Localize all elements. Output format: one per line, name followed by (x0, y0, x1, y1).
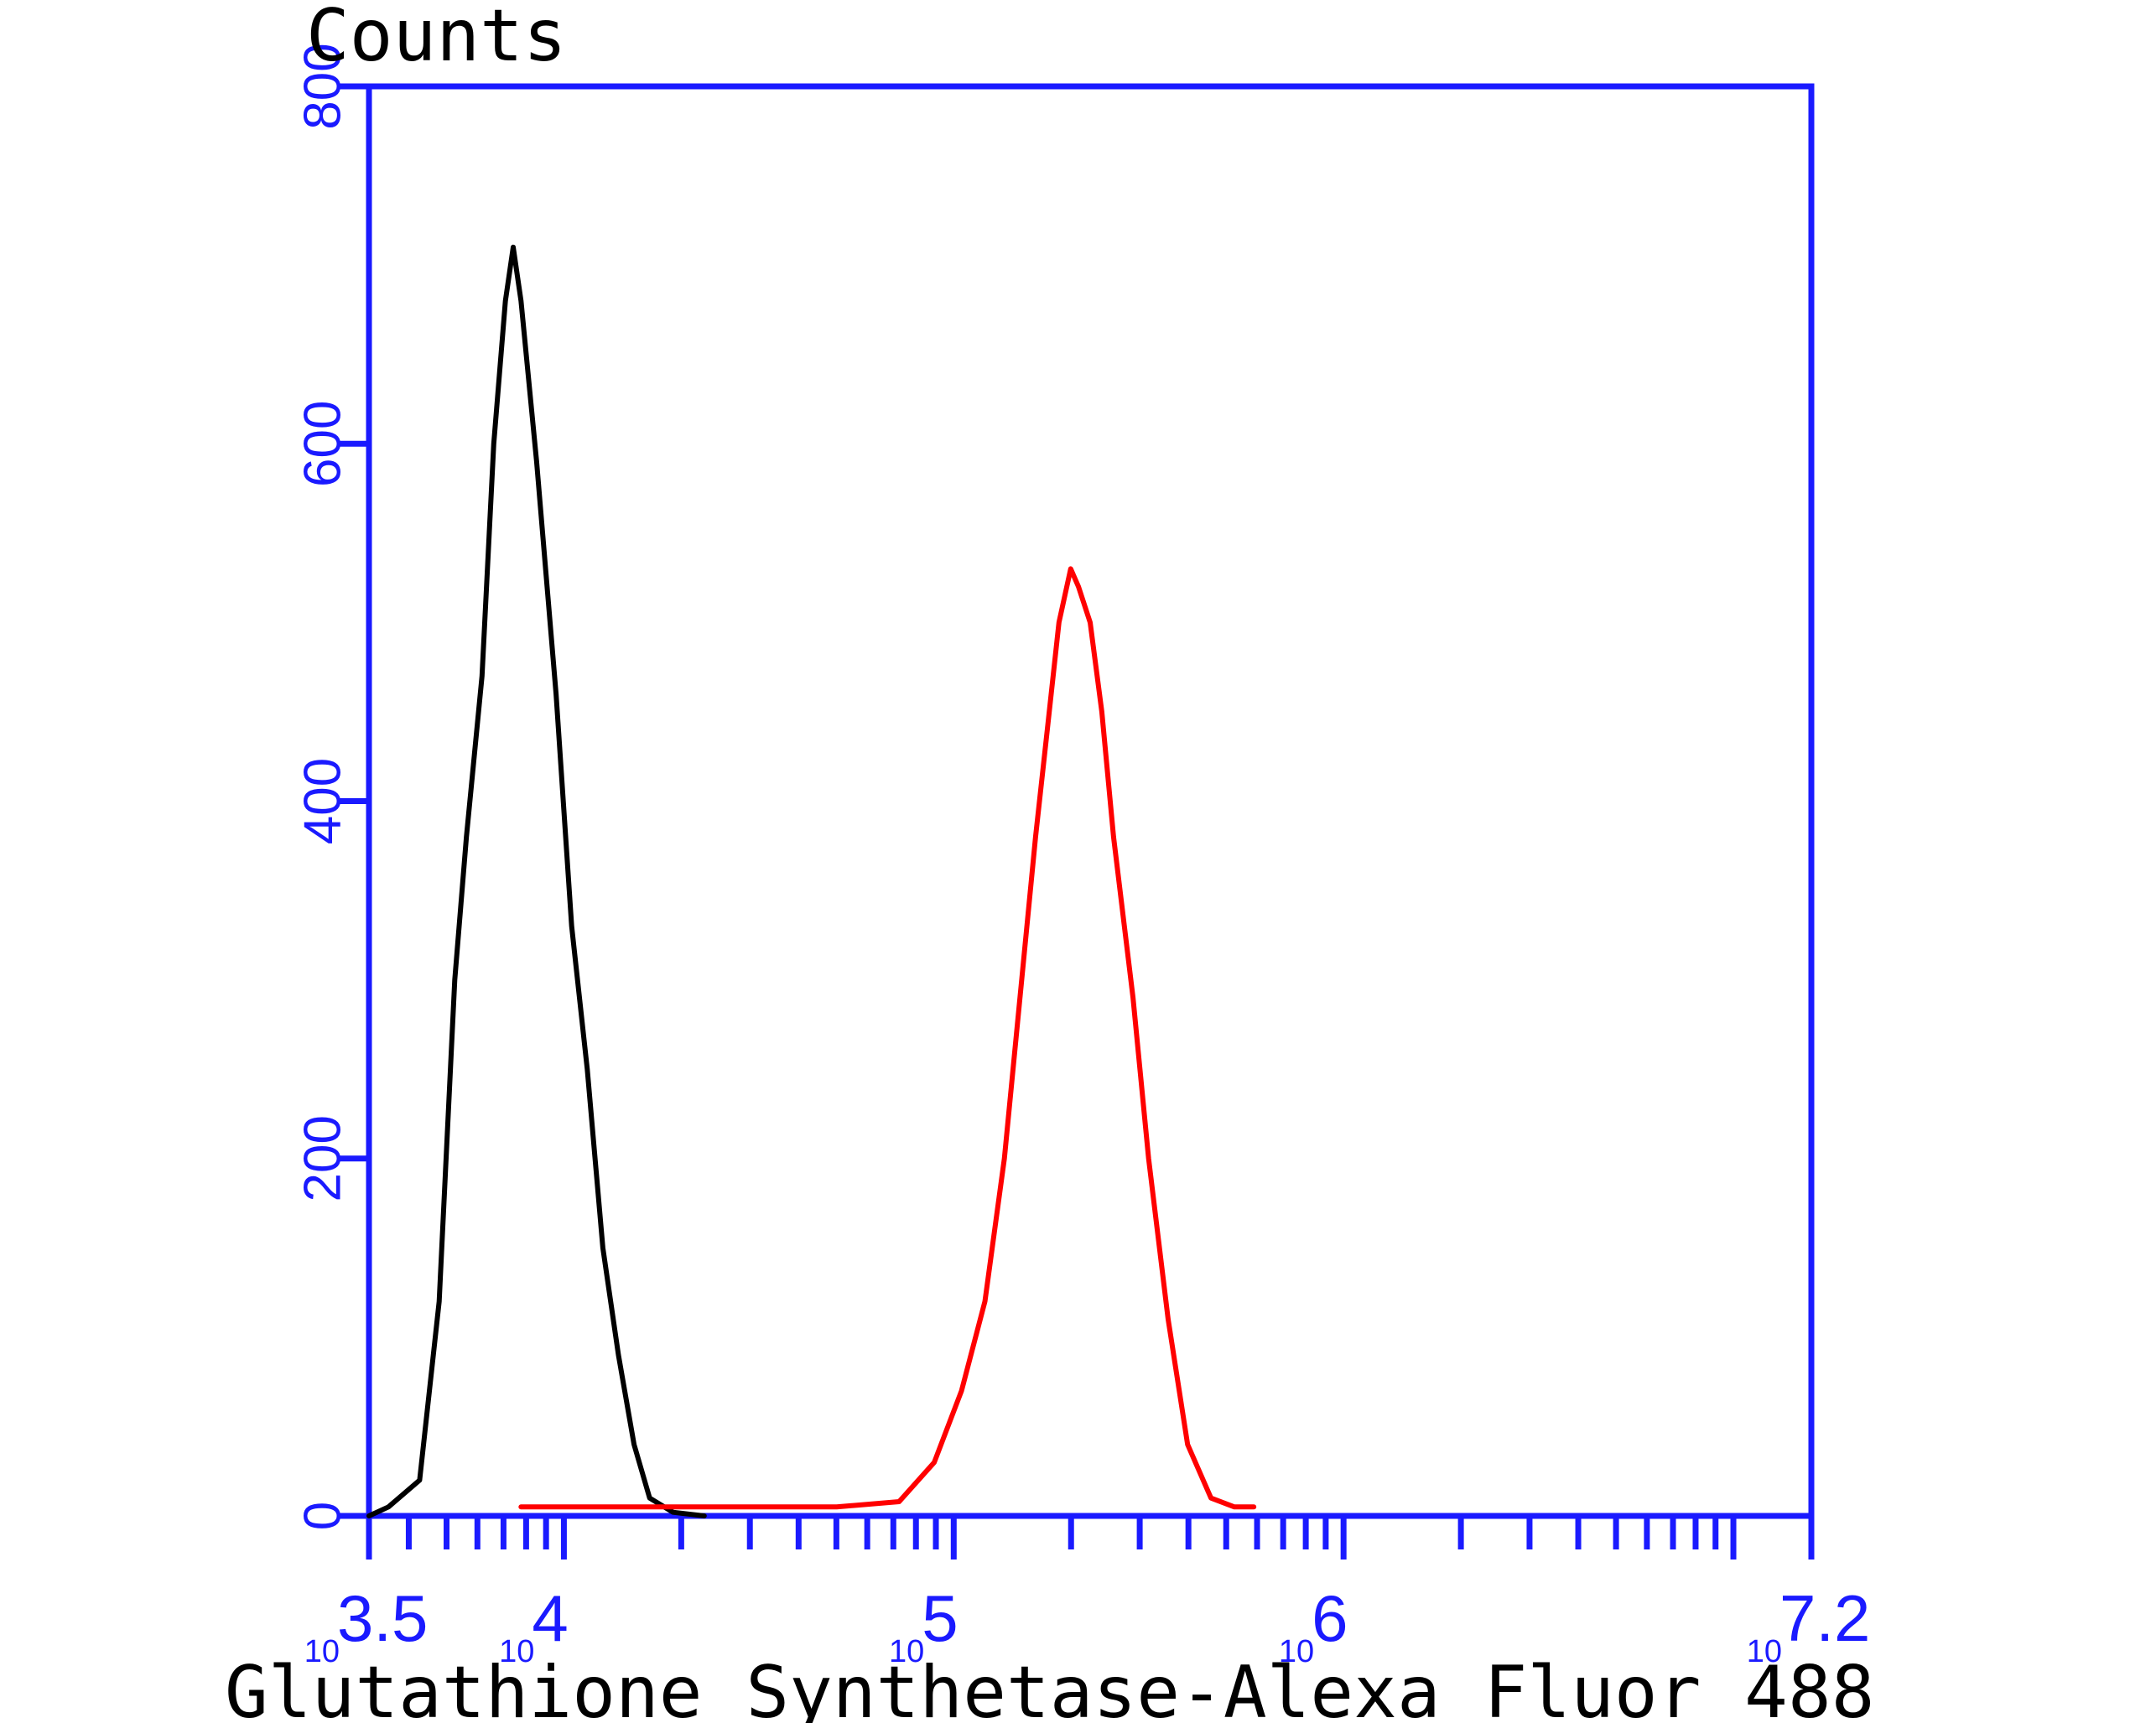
y-tick-label: 800 (294, 43, 351, 129)
y-tick-label: 600 (294, 401, 351, 487)
y-axis: 0 200 400 600 800 (294, 43, 369, 1530)
series-group (366, 244, 1257, 1518)
x-tick-label-exponent: 7.2 (1779, 1581, 1870, 1655)
y-tick-label: 0 (294, 1502, 351, 1530)
x-tick-label-exponent: 5 (922, 1581, 958, 1655)
series-line-1 (366, 244, 707, 1518)
x-tick-label-base: 10 (889, 1634, 924, 1669)
series-line-2 (518, 566, 1257, 1510)
x-axis: 103.5 104 105 106 107.2 (304, 1516, 1870, 1669)
x-tick-label-base: 10 (499, 1634, 534, 1669)
y-tick-label: 200 (294, 1115, 351, 1201)
x-tick-label-exponent: 6 (1312, 1581, 1348, 1655)
x-tick-label-exponent: 4 (532, 1581, 568, 1655)
x-axis-label: Glutathione Synthetase-Alexa Fluor 488 (225, 1651, 1875, 1723)
y-axis-label: Counts (306, 0, 567, 78)
x-tick-label-base: 10 (1747, 1634, 1782, 1669)
y-tick-label: 400 (294, 758, 351, 844)
x-tick-label-exponent: 3.5 (337, 1581, 428, 1655)
x-tick-label-base: 10 (1279, 1634, 1314, 1669)
x-tick-label-base: 10 (304, 1634, 340, 1669)
